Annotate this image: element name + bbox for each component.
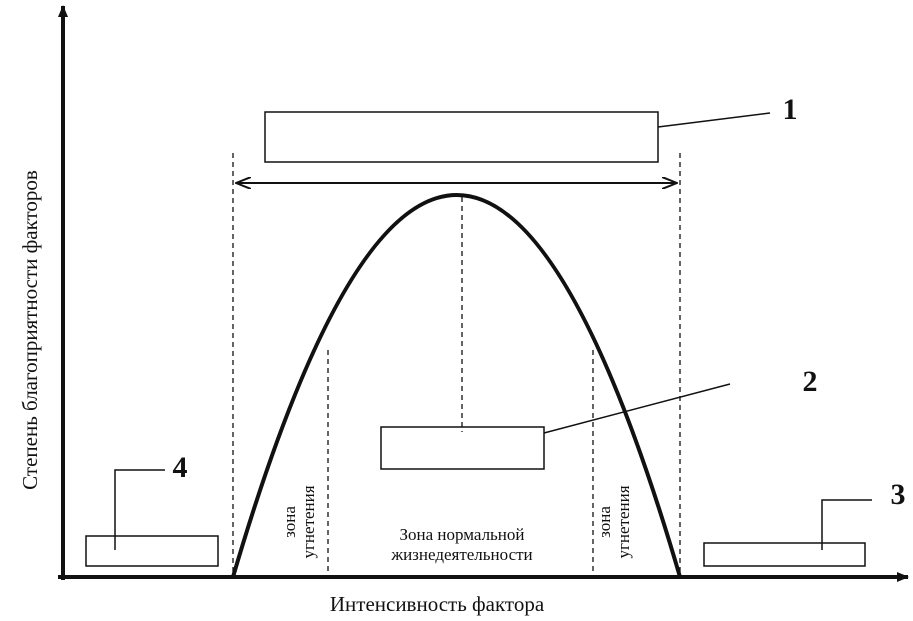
tolerance-curve <box>231 193 682 578</box>
zone-label: жизнедеятельности <box>390 545 532 564</box>
box-4 <box>85 535 219 567</box>
box-2 <box>380 426 545 470</box>
zone-label: зона <box>595 506 614 538</box>
leader-3 <box>821 499 872 550</box>
callout: 1 <box>783 93 798 126</box>
y-axis-label: Степень благоприятности факторов <box>18 170 42 490</box>
zone-label: зона <box>280 506 299 538</box>
leader-1 <box>657 112 771 128</box>
callout: 2 <box>803 365 818 398</box>
box-3 <box>703 542 866 567</box>
box-1 <box>264 111 659 163</box>
leader-2 <box>543 383 731 434</box>
zone-label: угнетения <box>299 485 318 558</box>
leader-4 <box>114 469 165 550</box>
callout: 4 <box>173 451 188 484</box>
zone-label: угнетения <box>614 485 633 558</box>
x-axis-label: Интенсивность фактора <box>330 592 545 616</box>
zone-label: Зона нормальной <box>399 525 524 544</box>
callout: 3 <box>891 478 906 511</box>
